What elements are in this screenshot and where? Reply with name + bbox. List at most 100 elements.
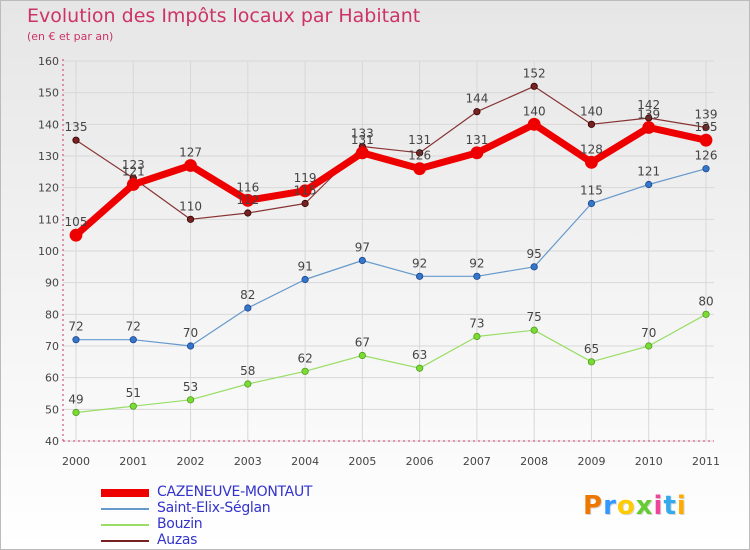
data-label: 144	[465, 92, 488, 106]
data-label: 135	[65, 120, 88, 134]
legend-swatch	[101, 489, 149, 497]
data-label: 139	[637, 108, 660, 122]
y-tick-label: 120	[38, 182, 59, 195]
data-point	[473, 272, 481, 280]
y-tick-label: 100	[38, 245, 59, 258]
data-point	[244, 209, 252, 217]
y-tick-label: 140	[38, 118, 59, 131]
data-point	[645, 180, 653, 189]
y-tick-label: 80	[45, 308, 59, 321]
legend-label: CAZENEUVE-MONTAUT	[157, 484, 313, 500]
x-tick-label: 2001	[119, 455, 147, 468]
x-tick-label: 2002	[177, 455, 205, 468]
series-line-2	[75, 313, 707, 414]
data-label: 127	[179, 146, 202, 160]
data-point	[244, 304, 252, 312]
data-label: 140	[523, 104, 546, 118]
data-label: 133	[351, 127, 374, 141]
legend-label: Saint-Elix-Séglan	[157, 500, 271, 516]
data-point	[702, 165, 710, 173]
data-label: 58	[240, 364, 255, 378]
data-label: 131	[408, 133, 431, 147]
proxiti-logo: Proxiti	[583, 491, 687, 521]
data-label: 112	[236, 193, 259, 207]
logo-letter: i	[676, 491, 687, 521]
data-label: 128	[580, 142, 603, 156]
data-point	[184, 159, 197, 172]
data-point	[244, 380, 252, 388]
data-point	[129, 402, 137, 410]
x-tick-label: 2003	[234, 455, 262, 468]
legend-label: Bouzin	[157, 516, 203, 532]
data-point	[69, 228, 83, 242]
data-label: 152	[523, 66, 546, 80]
data-point	[416, 364, 424, 372]
data-label: 72	[68, 320, 83, 334]
data-point	[186, 215, 195, 223]
data-label: 67	[355, 336, 370, 350]
y-tick-label: 40	[45, 435, 59, 448]
y-tick-label: 150	[38, 87, 59, 100]
data-label: 135	[695, 120, 718, 134]
data-label: 121	[122, 165, 145, 179]
data-label: 126	[408, 149, 431, 163]
x-tick-label: 2004	[291, 455, 319, 468]
data-label: 140	[580, 104, 603, 118]
data-label: 123	[122, 158, 145, 172]
data-point	[587, 358, 596, 366]
data-point	[358, 256, 366, 265]
legend-swatch	[101, 540, 149, 542]
data-label: 131	[351, 133, 374, 147]
data-label: 116	[236, 180, 259, 194]
data-label: 62	[297, 351, 312, 365]
data-label: 139	[695, 108, 718, 122]
data-label: 126	[695, 149, 718, 163]
legend-label: Auzas	[157, 532, 198, 548]
data-label: 80	[698, 294, 713, 308]
x-tick-label: 2011	[692, 455, 720, 468]
data-point	[587, 120, 596, 128]
data-label: 142	[637, 98, 660, 112]
data-label: 82	[240, 288, 255, 302]
data-label: 72	[126, 320, 141, 334]
x-tick-label: 2010	[635, 455, 663, 468]
data-label: 51	[126, 386, 141, 400]
logo-letter: t	[663, 491, 677, 521]
x-tick-label: 2005	[348, 455, 376, 468]
legend-swatch	[101, 508, 149, 510]
data-point	[416, 149, 424, 157]
series-line-1	[75, 168, 707, 347]
logo-letter: P	[583, 491, 604, 521]
data-point	[702, 310, 710, 318]
chart-subtitle: (en € et par an)	[27, 30, 114, 43]
logo-letter: x	[635, 491, 654, 521]
data-label: 63	[412, 348, 427, 362]
x-tick-label: 2009	[577, 455, 605, 468]
data-point	[358, 351, 366, 360]
data-point	[587, 199, 596, 208]
data-point	[355, 146, 369, 160]
x-tick-label: 2008	[520, 455, 548, 468]
data-point	[702, 123, 710, 132]
data-point	[186, 396, 195, 404]
data-label: 70	[183, 326, 198, 340]
data-label: 91	[297, 260, 312, 274]
data-label: 105	[65, 215, 88, 229]
y-tick-label: 60	[45, 372, 59, 385]
data-point	[530, 326, 538, 334]
data-point	[72, 336, 80, 344]
y-tick-label: 50	[45, 403, 59, 416]
data-label: 119	[294, 171, 317, 185]
chart-title: Evolution des Impôts locaux par Habitant	[27, 5, 421, 27]
y-tick-label: 110	[38, 213, 59, 226]
data-label: 75	[527, 310, 542, 324]
data-point	[699, 133, 713, 147]
y-tick-label: 130	[38, 150, 59, 163]
legend-swatch	[101, 524, 149, 526]
data-point	[642, 121, 656, 134]
data-label: 65	[584, 342, 599, 356]
logo-letter: i	[653, 491, 664, 521]
data-point	[473, 332, 481, 341]
data-point	[186, 342, 195, 350]
